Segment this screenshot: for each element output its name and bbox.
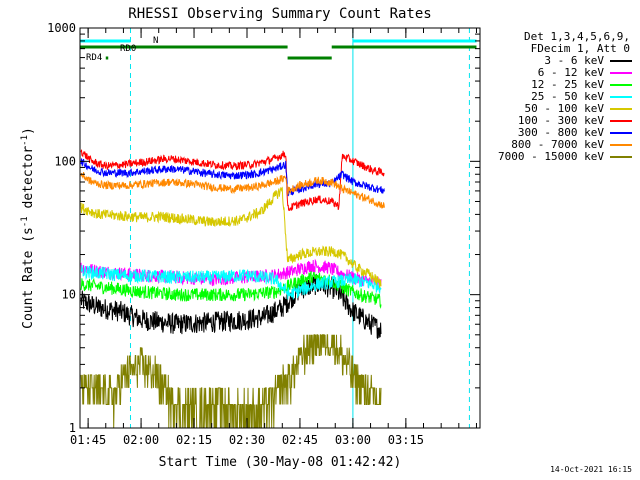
x-tick-label: 03:00 [335, 433, 371, 447]
y-label-sup-1: -1 [20, 216, 30, 227]
legend-entry: 50 - 100 keV [498, 103, 632, 115]
legend-swatch [610, 84, 632, 86]
legend-entry: 6 - 12 keV [498, 67, 632, 79]
legend-entry: 800 - 7000 keV [498, 139, 632, 151]
vertical-markers [79, 28, 470, 428]
legend-label: 300 - 800 keV [517, 126, 604, 139]
legend: 3 - 6 keV 6 - 12 keV 12 - 25 keV 25 - 50 ke… [498, 55, 632, 163]
y-tick-label: 10 [62, 288, 76, 302]
legend-label: 3 - 6 keV [544, 54, 604, 67]
legend-swatch [610, 156, 632, 158]
legend-label: 100 - 300 keV [517, 114, 604, 127]
y-label-part-1: Count Rate (s [21, 227, 36, 329]
legend-label: 12 - 25 keV [531, 78, 604, 91]
detector-info-line-2: FDecim 1, Att 0 [530, 42, 630, 55]
x-tick-label: 02:15 [176, 433, 212, 447]
legend-swatch [610, 108, 632, 110]
y-tick-label: 1000 [47, 21, 76, 35]
legend-swatch [610, 96, 632, 98]
y-label-part-3: ) [21, 127, 36, 135]
series-line [80, 186, 382, 288]
series-line [80, 273, 382, 340]
flag-label-rd0: RD0 [120, 44, 136, 54]
x-tick-label: 03:15 [388, 433, 424, 447]
legend-entry: 7000 - 15000 keV [498, 151, 632, 163]
legend-swatch [610, 72, 632, 74]
y-tick-label: 1 [69, 421, 76, 435]
legend-entry: 3 - 6 keV [498, 55, 632, 67]
legend-entry: 300 - 800 keV [498, 127, 632, 139]
y-label-part-2: detector [21, 146, 36, 217]
series-line [80, 172, 385, 209]
y-label-sup-2: -1 [20, 135, 30, 146]
y-tick-label: 100 [54, 154, 76, 168]
legend-label: 7000 - 15000 keV [498, 150, 604, 163]
series-line [80, 264, 382, 300]
detector-info-line-1: Det 1,3,4,5,6,9, [524, 30, 630, 43]
flag-label-n: N [153, 36, 158, 46]
x-axis: 01:45 02:00 02:15 02:30 02:45 03:00 03:15 [70, 28, 477, 447]
series-line [80, 334, 382, 429]
x-tick-label: 02:00 [123, 433, 159, 447]
x-tick-label: 02:30 [229, 433, 265, 447]
series-line [80, 149, 385, 212]
flag-label-rd4: RD4 [86, 53, 102, 63]
legend-label: 50 - 100 keV [524, 102, 604, 115]
y-axis-label: Count Rate (s-1 detector-1) [20, 127, 36, 329]
x-axis-label: Start Time (30-May-08 01:42:42) [159, 455, 402, 470]
legend-swatch [610, 144, 632, 146]
legend-swatch [610, 120, 632, 122]
legend-swatch [610, 60, 632, 62]
chart-title: RHESSI Observing Summary Count Rates [128, 6, 431, 22]
y-axis: 1 10 100 1000 [47, 21, 480, 435]
x-tick-label: 02:45 [282, 433, 318, 447]
flag-bars: N RD0 RD4 [80, 36, 477, 63]
legend-label: 25 - 50 keV [531, 90, 604, 103]
legend-entry: 100 - 300 keV [498, 115, 632, 127]
legend-label: 6 - 12 keV [537, 66, 604, 79]
legend-entry: 12 - 25 keV [498, 79, 632, 91]
footer-timestamp: 14-Oct-2021 16:15 [550, 465, 632, 474]
plot-frame [79, 27, 481, 429]
legend-entry: 25 - 50 keV [498, 91, 632, 103]
legend-label: 800 - 7000 keV [511, 138, 604, 151]
legend-swatch [610, 132, 632, 134]
x-tick-label: 01:45 [70, 433, 106, 447]
series-layer [80, 149, 385, 429]
